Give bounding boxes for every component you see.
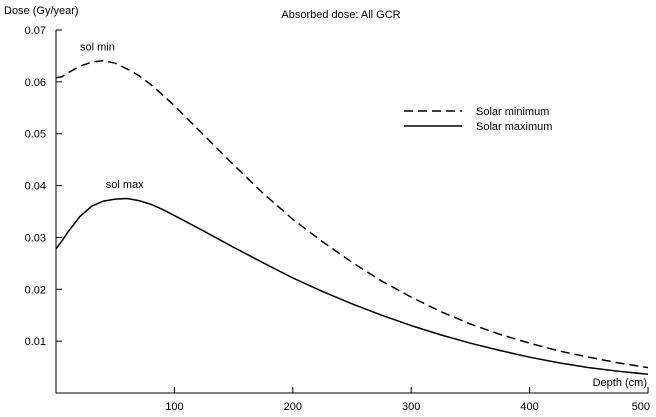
x-tick-label: 200 <box>284 401 302 413</box>
y-tick-label: 0.05 <box>25 129 46 141</box>
x-axis-ticks: 100 200 300 400 500 <box>165 387 650 413</box>
x-tick-label: 100 <box>165 401 183 413</box>
legend-label: Solar maximum <box>476 121 552 133</box>
y-tick-label: 0.04 <box>25 181 46 193</box>
x-tick-label: 500 <box>632 401 650 413</box>
chart-title: Absorbed dose: All GCR <box>281 9 400 21</box>
y-tick-label: 0.01 <box>25 336 46 348</box>
annotation-layer: sol min sol max <box>80 42 144 191</box>
series-line-solar-minimum <box>55 59 649 369</box>
y-tick-label: 0.06 <box>25 77 46 89</box>
y-tick-label: 0.07 <box>25 25 46 37</box>
series-line-solar-maximum <box>55 197 649 376</box>
y-tick-label: 0.03 <box>25 232 46 244</box>
x-axis-label: Depth (cm) <box>593 377 647 389</box>
y-axis-label: Dose (Gy/year) <box>4 5 79 17</box>
x-tick-label: 300 <box>402 401 420 413</box>
annotation-label: sol max <box>106 179 144 191</box>
y-tick-label: 0.02 <box>25 284 46 296</box>
plot-frame <box>55 30 648 394</box>
y-axis-ticks: 0.01 0.02 0.03 0.04 0.05 0.06 0.07 <box>25 25 62 348</box>
annotation-label: sol min <box>80 42 115 54</box>
series-layer <box>55 59 649 376</box>
legend: Solar minimum Solar maximum <box>404 106 552 133</box>
x-tick-label: 400 <box>520 401 538 413</box>
legend-label: Solar minimum <box>476 106 549 118</box>
